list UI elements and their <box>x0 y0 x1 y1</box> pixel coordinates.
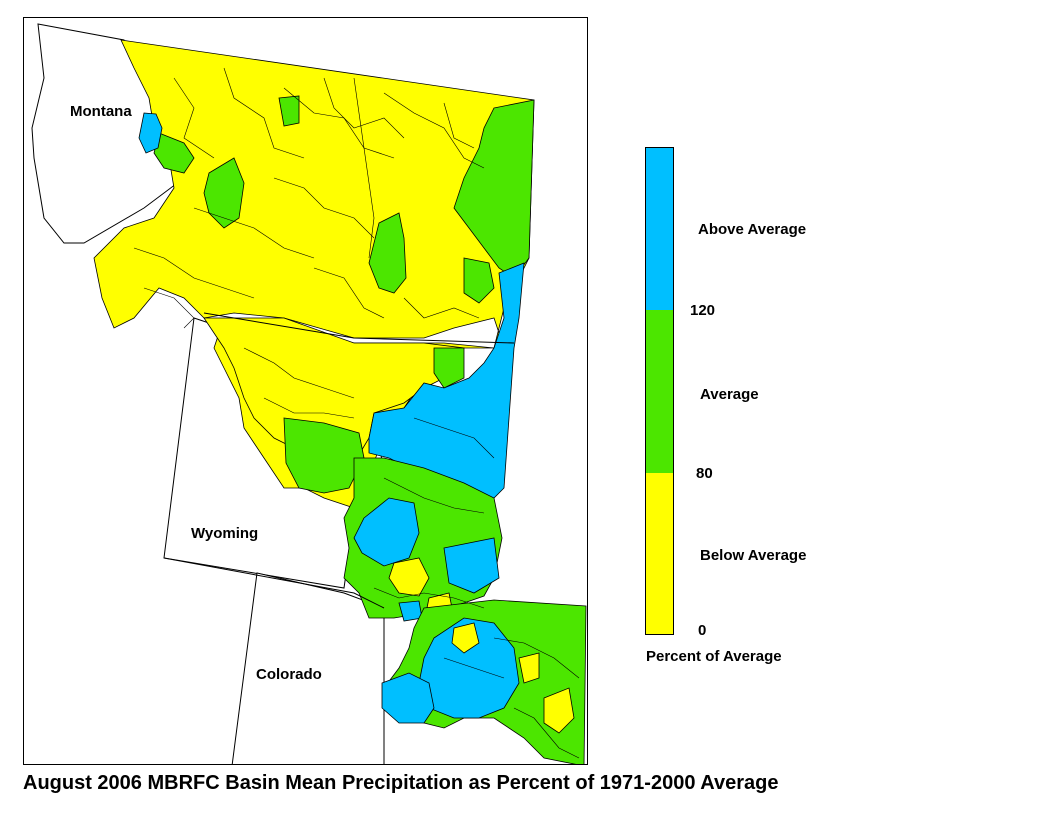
legend-above-label: Above Average <box>698 221 807 238</box>
legend-below-label: Below Average <box>700 547 807 564</box>
basin-below-colorado2 <box>451 622 480 654</box>
legend-average-swatch <box>646 310 673 473</box>
basin-below-colorado3 <box>518 652 540 684</box>
basin-regions <box>93 39 587 764</box>
basin-average-nw2 <box>203 157 245 229</box>
map-title: August 2006 MBRFC Basin Mean Precipitati… <box>23 772 779 794</box>
legend-caption: Percent of Average <box>646 648 782 665</box>
basin-average-top <box>278 95 300 127</box>
basin-above-south1 <box>353 497 420 567</box>
basin-above-colorado-sw <box>381 672 435 724</box>
legend-tick-80: 80 <box>696 465 713 482</box>
basin-above-south2 <box>443 537 500 594</box>
basin-average-east <box>453 99 535 279</box>
legend-average-label: Average <box>700 386 759 403</box>
legend-above-swatch <box>646 148 673 310</box>
state-label-colorado: Colorado <box>256 666 322 683</box>
basin-average-mid <box>433 347 465 389</box>
basin-average-left <box>283 417 365 494</box>
basin-map <box>31 23 587 764</box>
legend-tick-120: 120 <box>690 302 716 319</box>
basin-above-south3 <box>398 600 423 622</box>
sub-basin-lines <box>133 67 580 759</box>
basin-above-east <box>368 262 525 499</box>
basin-average-center <box>368 212 407 294</box>
state-label-montana: Montana <box>70 103 132 120</box>
basin-below-colorado1 <box>543 687 575 734</box>
basin-below-south1 <box>388 557 430 597</box>
legend-tick-0: 0 <box>698 622 707 639</box>
map-frame: Montana Wyoming Colorado <box>23 17 588 765</box>
basin-average-mid-east <box>463 257 495 304</box>
basin-average-nw <box>153 132 195 174</box>
wy-co-border <box>163 557 385 609</box>
legend-color-bar <box>645 147 674 635</box>
state-label-wyoming: Wyoming <box>191 525 259 542</box>
basin-above-nw <box>138 112 163 154</box>
legend-below-swatch <box>646 473 673 634</box>
mt-wy-border <box>203 312 515 344</box>
